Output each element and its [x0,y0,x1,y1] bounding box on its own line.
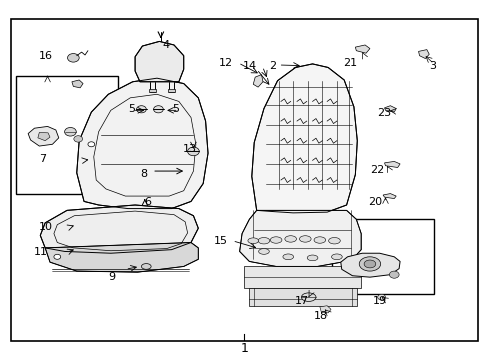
Polygon shape [340,253,399,277]
Ellipse shape [136,106,146,113]
Text: 6: 6 [143,197,150,207]
Ellipse shape [301,293,315,301]
Text: 2: 2 [268,62,276,71]
Bar [249,288,357,306]
Polygon shape [384,161,399,167]
Bar [168,89,175,93]
Polygon shape [355,45,369,53]
Ellipse shape [270,237,282,243]
Ellipse shape [364,260,375,268]
Ellipse shape [54,254,61,259]
Text: 3: 3 [428,61,435,71]
Ellipse shape [258,238,269,244]
Text: 21: 21 [343,58,357,68]
Text: 10: 10 [39,222,53,232]
Text: 14: 14 [243,62,257,71]
Ellipse shape [331,254,342,260]
Text: 22: 22 [369,165,383,175]
Text: 20: 20 [367,197,381,207]
Text: 5: 5 [172,104,179,113]
Polygon shape [45,243,198,272]
Ellipse shape [388,271,398,278]
Ellipse shape [285,236,296,242]
Ellipse shape [187,147,199,156]
Ellipse shape [74,136,82,142]
Text: 1: 1 [240,342,248,355]
Ellipse shape [153,106,163,113]
Bar [244,266,361,288]
Text: 17: 17 [294,296,308,306]
Ellipse shape [328,238,340,244]
Text: 4: 4 [162,40,169,50]
Ellipse shape [88,142,95,147]
Text: 5: 5 [128,104,135,113]
Bar [331,219,433,294]
Ellipse shape [313,237,325,243]
Ellipse shape [67,54,79,62]
Ellipse shape [247,238,258,244]
Text: 13: 13 [183,144,197,154]
Polygon shape [384,106,395,112]
Polygon shape [319,306,330,313]
Text: 8: 8 [140,168,146,179]
Text: 18: 18 [314,311,328,321]
Bar [16,76,118,194]
Polygon shape [135,41,183,82]
Polygon shape [418,50,428,59]
Text: 23: 23 [377,108,391,118]
Ellipse shape [377,294,385,300]
Text: 7: 7 [39,154,46,164]
Ellipse shape [64,127,76,136]
Text: 12: 12 [219,58,233,68]
Ellipse shape [359,257,380,271]
Bar [148,89,155,93]
Text: 15: 15 [214,237,228,247]
Polygon shape [40,205,198,253]
Text: 19: 19 [372,296,386,306]
Polygon shape [38,132,50,141]
Text: 9: 9 [108,272,116,282]
Ellipse shape [141,264,151,269]
Ellipse shape [306,255,317,261]
Ellipse shape [299,236,310,242]
Text: 11: 11 [34,247,48,257]
Text: 16: 16 [39,51,53,61]
Polygon shape [239,210,361,266]
Polygon shape [72,80,83,88]
Polygon shape [77,78,207,208]
Ellipse shape [258,249,269,254]
Polygon shape [382,194,395,199]
Polygon shape [28,126,59,146]
Ellipse shape [283,254,293,260]
Polygon shape [253,75,263,87]
Polygon shape [251,64,357,213]
